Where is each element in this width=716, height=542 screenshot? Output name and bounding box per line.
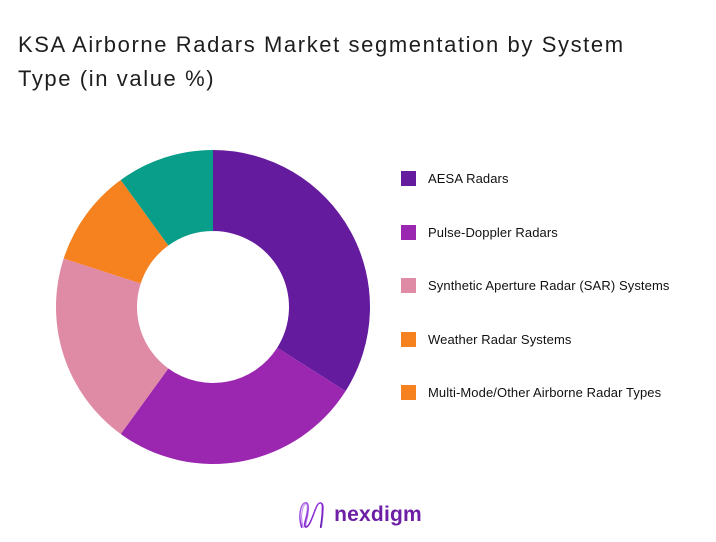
legend-label: Pulse-Doppler Radars bbox=[428, 224, 558, 240]
legend-swatch bbox=[401, 171, 416, 186]
donut-segment-pulse-doppler-radars bbox=[120, 347, 346, 465]
legend-swatch bbox=[401, 331, 416, 347]
nexdigm-logo-text: nexdigm bbox=[334, 503, 422, 526]
legend-label: Weather Radar Systems bbox=[428, 331, 572, 347]
chart-legend: AESA Radars Pulse-Doppler Radars Synthet… bbox=[401, 171, 670, 400]
donut-chart bbox=[55, 150, 370, 465]
nexdigm-logo-mark-icon bbox=[299, 502, 324, 528]
legend-item-aesa-radars: AESA Radars bbox=[401, 171, 670, 186]
nexdigm-logo: nexdigm bbox=[294, 496, 422, 534]
legend-label: Multi-Mode/Other Airborne Radar Types bbox=[428, 385, 662, 400]
legend-swatch bbox=[401, 224, 416, 240]
legend-label: AESA Radars bbox=[428, 171, 509, 186]
legend-item-synthetic-aperture-radar-sar-systems: Synthetic Aperture Radar (SAR) Systems bbox=[401, 278, 670, 293]
legend-item-weather-radar-systems: Weather Radar Systems bbox=[401, 331, 670, 347]
legend-item-pulse-doppler-radars: Pulse-Doppler Radars bbox=[401, 224, 670, 240]
donut-segment-weather-radar-systems bbox=[63, 179, 169, 284]
donut-segment-synthetic-aperture-radar-sar-systems bbox=[55, 258, 169, 435]
legend-item-multi-mode-other-airborne-radar-types: Multi-Mode/Other Airborne Radar Types bbox=[401, 385, 670, 400]
donut-segment-multi-mode-other-airborne-radar-types bbox=[120, 150, 213, 246]
chart-title: KSA Airborne Radars Market segmentation … bbox=[18, 32, 625, 91]
legend-label: Synthetic Aperture Radar (SAR) Systems bbox=[428, 278, 670, 293]
legend-swatch bbox=[401, 385, 416, 400]
legend-swatch bbox=[401, 278, 416, 293]
donut-segment-aesa-radars bbox=[213, 150, 370, 392]
